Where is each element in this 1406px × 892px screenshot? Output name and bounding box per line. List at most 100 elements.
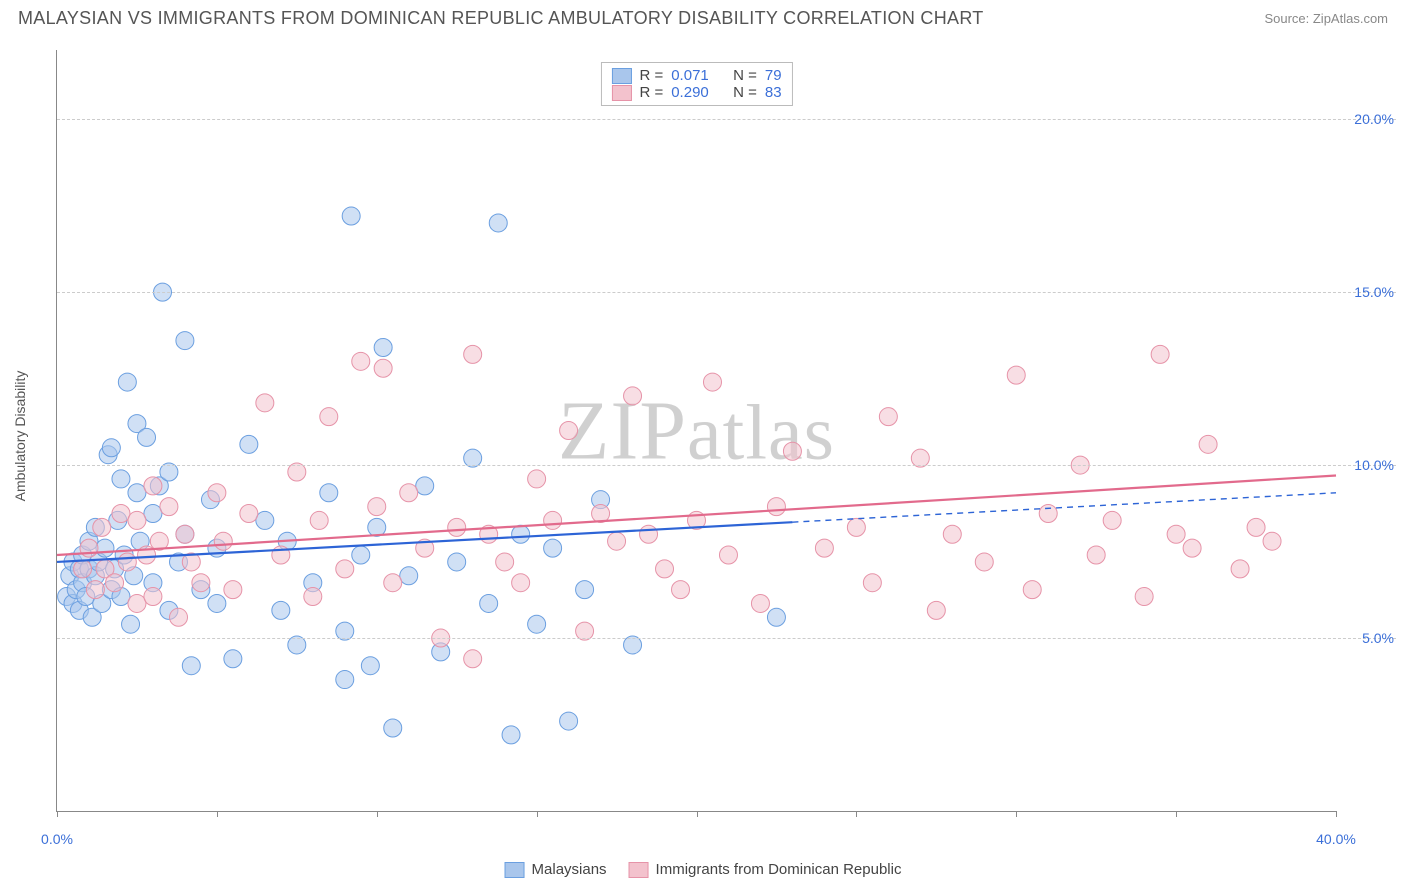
data-point (528, 615, 546, 633)
data-point (320, 408, 338, 426)
gridline (57, 119, 1396, 120)
x-tick (537, 811, 538, 817)
legend-n-label: N = (733, 67, 757, 84)
data-point (1199, 435, 1217, 453)
data-point (256, 394, 274, 412)
data-point (560, 712, 578, 730)
data-point (624, 387, 642, 405)
data-point (1167, 525, 1185, 543)
data-point (96, 539, 114, 557)
data-point (138, 428, 156, 446)
data-point (214, 532, 232, 550)
y-tick-label: 5.0% (1362, 630, 1394, 646)
data-point (224, 581, 242, 599)
x-tick (856, 811, 857, 817)
data-point (1103, 511, 1121, 529)
data-point (528, 470, 546, 488)
data-point (464, 345, 482, 363)
data-point (400, 567, 418, 585)
data-point (847, 518, 865, 536)
data-point (170, 608, 188, 626)
data-point (879, 408, 897, 426)
data-point (640, 525, 658, 543)
data-point (502, 726, 520, 744)
data-point (93, 518, 111, 536)
data-point (374, 338, 392, 356)
legend-label: Immigrants from Dominican Republic (656, 861, 902, 878)
data-point (815, 539, 833, 557)
legend-row: R = 0.290 N = 83 (611, 84, 781, 101)
data-point (448, 553, 466, 571)
data-point (240, 505, 258, 523)
data-point (128, 484, 146, 502)
data-point (304, 588, 322, 606)
data-point (112, 470, 130, 488)
trend-line-dashed (792, 493, 1336, 522)
data-point (122, 615, 140, 633)
gridline (57, 292, 1396, 293)
legend-r-label: R = (639, 84, 663, 101)
data-point (751, 594, 769, 612)
data-point (208, 594, 226, 612)
data-point (310, 511, 328, 529)
data-point (118, 553, 136, 571)
data-point (208, 484, 226, 502)
x-tick-label: 40.0% (1316, 831, 1356, 847)
chart-source: Source: ZipAtlas.com (1264, 11, 1388, 26)
x-tick (377, 811, 378, 817)
data-point (368, 498, 386, 516)
data-point (352, 352, 370, 370)
data-point (86, 581, 104, 599)
data-point (719, 546, 737, 564)
legend-row: R = 0.071 N = 79 (611, 67, 781, 84)
data-point (352, 546, 370, 564)
data-point (1135, 588, 1153, 606)
gridline (57, 638, 1396, 639)
correlation-legend: R = 0.071 N = 79 R = 0.290 N = 83 (600, 62, 792, 106)
data-point (176, 332, 194, 350)
data-point (783, 442, 801, 460)
data-point (767, 608, 785, 626)
data-point (544, 539, 562, 557)
data-point (480, 594, 498, 612)
x-tick (697, 811, 698, 817)
legend-r-value: 0.071 (671, 67, 709, 84)
data-point (489, 214, 507, 232)
plot-svg (57, 50, 1336, 811)
data-point (342, 207, 360, 225)
y-axis-label: Ambulatory Disability (12, 371, 28, 502)
data-point (672, 581, 690, 599)
data-point (448, 518, 466, 536)
data-point (496, 553, 514, 571)
series-legend: Malaysians Immigrants from Dominican Rep… (505, 861, 902, 878)
data-point (192, 574, 210, 592)
data-point (1007, 366, 1025, 384)
legend-item: Malaysians (505, 861, 607, 878)
gridline (57, 465, 1396, 466)
data-point (608, 532, 626, 550)
data-point (144, 588, 162, 606)
data-point (112, 505, 130, 523)
data-point (464, 650, 482, 668)
x-tick (217, 811, 218, 817)
legend-swatch (629, 862, 649, 878)
plot-region: ZIPatlas R = 0.071 N = 79 R = 0.290 N = … (56, 50, 1336, 812)
y-tick-label: 10.0% (1354, 457, 1394, 473)
data-point (74, 560, 92, 578)
data-point (106, 574, 124, 592)
data-point (544, 511, 562, 529)
x-tick (1176, 811, 1177, 817)
data-point (1183, 539, 1201, 557)
legend-r-label: R = (639, 67, 663, 84)
data-point (160, 498, 178, 516)
data-point (576, 581, 594, 599)
data-point (336, 671, 354, 689)
legend-swatch (611, 68, 631, 84)
data-point (512, 574, 530, 592)
data-point (767, 498, 785, 516)
data-point (1263, 532, 1281, 550)
data-point (656, 560, 674, 578)
data-point (182, 657, 200, 675)
data-point (144, 505, 162, 523)
legend-n-value: 79 (765, 67, 782, 84)
